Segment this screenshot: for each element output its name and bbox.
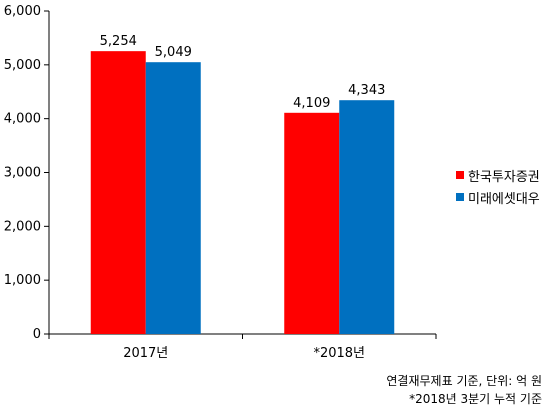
legend-swatch-series-2 (456, 193, 464, 201)
y-tick-label: 2,000 (4, 219, 41, 234)
y-tick-label: 0 (33, 327, 41, 342)
bar-2-2 (339, 100, 395, 334)
x-category-label: *2018년 (313, 346, 365, 361)
legend-label-series-1: 한국투자증권 (468, 169, 540, 185)
y-tick-label: 1,000 (4, 273, 41, 288)
note-period: *2018년 3분기 누적 기준 (409, 392, 542, 406)
legend-label-series-2: 미래에셋대우 (468, 191, 540, 207)
y-tick-label: 5,000 (4, 58, 41, 73)
legend-swatch-series-1 (456, 171, 464, 179)
y-tick-label: 6,000 (4, 4, 41, 19)
bar-1-2 (284, 112, 340, 335)
data-label-2-1: 5,049 (155, 45, 192, 60)
data-label-1-1: 5,254 (100, 34, 137, 49)
y-tick-label: 3,000 (4, 166, 41, 181)
y-tick-label: 4,000 (4, 112, 41, 127)
bar-2-1 (145, 62, 201, 335)
x-category-label: 2017년 (123, 346, 168, 361)
bar-1-1 (90, 51, 146, 334)
note-basis: 연결재무제표 기준, 단위: 억 원 (386, 374, 542, 388)
legend-item-series-2: 미래에셋대우 (456, 186, 540, 208)
chart-legend: 한국투자증권 미래에셋대우 (456, 164, 540, 208)
chart-notes: 연결재무제표 기준, 단위: 억 원 *2018년 3분기 누적 기준 (386, 372, 542, 408)
data-label-1-2: 4,109 (293, 96, 330, 111)
legend-item-series-1: 한국투자증권 (456, 164, 540, 186)
data-label-2-2: 4,343 (348, 83, 385, 98)
